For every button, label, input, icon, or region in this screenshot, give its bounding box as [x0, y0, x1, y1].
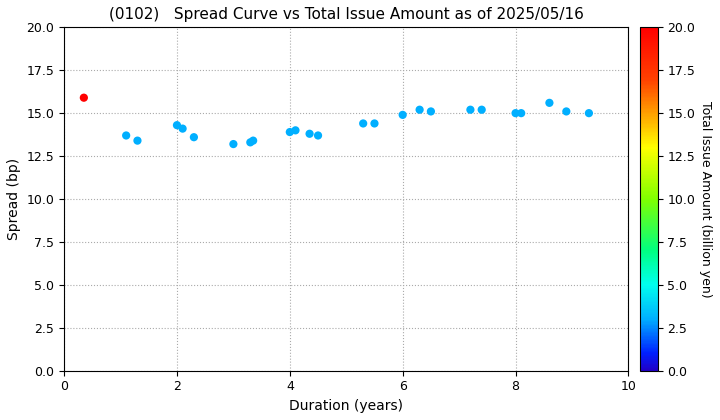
Point: [397, 112, 408, 118]
Point: [228, 141, 239, 147]
Point: [510, 110, 521, 116]
Point: [245, 139, 256, 146]
Point: [132, 137, 143, 144]
Point: [120, 132, 132, 139]
Point: [516, 110, 527, 116]
Y-axis label: Total Issue Amount (billion yen): Total Issue Amount (billion yen): [699, 101, 712, 297]
Point: [561, 108, 572, 115]
Point: [284, 129, 296, 135]
Point: [188, 134, 199, 141]
Title: (0102)   Spread Curve vs Total Issue Amount as of 2025/05/16: (0102) Spread Curve vs Total Issue Amoun…: [109, 7, 584, 22]
Point: [304, 130, 315, 137]
Point: [312, 132, 324, 139]
X-axis label: Duration (years): Duration (years): [289, 399, 403, 413]
Point: [177, 125, 189, 132]
Point: [171, 122, 183, 129]
Point: [289, 127, 301, 134]
Point: [583, 110, 595, 116]
Point: [369, 120, 380, 127]
Point: [464, 106, 476, 113]
Point: [248, 137, 259, 144]
Point: [544, 100, 555, 106]
Point: [78, 94, 89, 101]
Point: [476, 106, 487, 113]
Y-axis label: Spread (bp): Spread (bp): [7, 158, 21, 240]
Point: [425, 108, 436, 115]
Point: [414, 106, 426, 113]
Point: [357, 120, 369, 127]
